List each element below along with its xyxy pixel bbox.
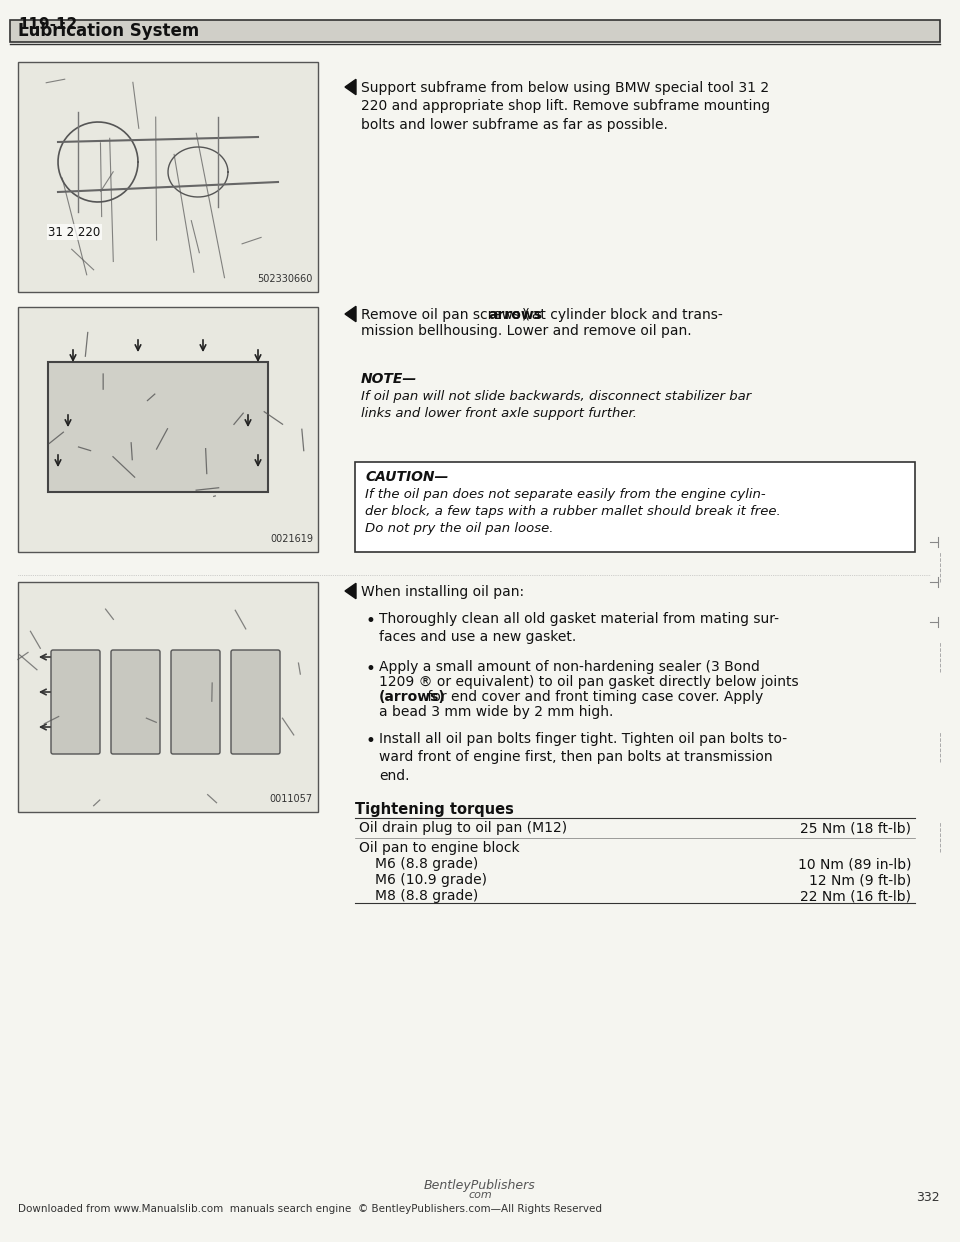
Text: M8 (8.8 grade): M8 (8.8 grade) (375, 889, 478, 903)
Text: •: • (365, 660, 374, 678)
Text: 22 Nm (16 ft-lb): 22 Nm (16 ft-lb) (800, 889, 911, 903)
Text: Lubrication System: Lubrication System (18, 22, 200, 40)
Text: When installing oil pan:: When installing oil pan: (361, 585, 524, 599)
Text: Remove oil pan screws (: Remove oil pan screws ( (361, 308, 530, 322)
FancyBboxPatch shape (355, 462, 915, 551)
Text: Oil pan to engine block: Oil pan to engine block (359, 841, 519, 854)
Text: Install all oil pan bolts finger tight. Tighten oil pan bolts to-
ward front of : Install all oil pan bolts finger tight. … (379, 732, 787, 782)
Text: © BentleyPublishers.com—All Rights Reserved: © BentleyPublishers.com—All Rights Reser… (358, 1203, 602, 1213)
Text: 332: 332 (917, 1191, 940, 1203)
Text: 1209 ® or equivalent) to oil pan gasket directly below joints: 1209 ® or equivalent) to oil pan gasket … (379, 674, 799, 689)
Text: 25 Nm (18 ft-lb): 25 Nm (18 ft-lb) (800, 821, 911, 835)
Text: If the oil pan does not separate easily from the engine cylin-
der block, a few : If the oil pan does not separate easily … (365, 488, 780, 535)
Text: 31 2 220: 31 2 220 (48, 226, 100, 238)
Text: Tightening torques: Tightening torques (355, 802, 514, 817)
FancyBboxPatch shape (10, 20, 940, 42)
FancyBboxPatch shape (231, 650, 280, 754)
Text: •: • (365, 732, 374, 750)
FancyBboxPatch shape (51, 650, 100, 754)
Text: Apply a small amount of non-hardening sealer (3 Bond: Apply a small amount of non-hardening se… (379, 660, 760, 674)
FancyBboxPatch shape (48, 361, 268, 492)
Text: for end cover and front timing case cover. Apply: for end cover and front timing case cove… (423, 691, 763, 704)
FancyBboxPatch shape (18, 62, 318, 292)
Text: ) at cylinder block and trans-: ) at cylinder block and trans- (522, 308, 723, 322)
Polygon shape (345, 584, 356, 599)
Text: 502330660: 502330660 (257, 274, 313, 284)
Text: BentleyPublishers: BentleyPublishers (424, 1179, 536, 1192)
Text: 119-12: 119-12 (18, 17, 77, 32)
Text: Downloaded from www.Manualslib.com  manuals search engine: Downloaded from www.Manualslib.com manua… (18, 1203, 351, 1213)
FancyBboxPatch shape (111, 650, 160, 754)
Text: com: com (468, 1190, 492, 1200)
Text: 10 Nm (89 in-lb): 10 Nm (89 in-lb) (798, 857, 911, 871)
Text: mission bellhousing. Lower and remove oil pan.: mission bellhousing. Lower and remove oi… (361, 324, 691, 338)
Text: NOTE—: NOTE— (361, 373, 418, 386)
Text: Oil drain plug to oil pan (M12): Oil drain plug to oil pan (M12) (359, 821, 567, 835)
Text: (arrows): (arrows) (379, 691, 445, 704)
Polygon shape (345, 307, 356, 322)
FancyBboxPatch shape (18, 307, 318, 551)
Text: If oil pan will not slide backwards, disconnect stabilizer bar
links and lower f: If oil pan will not slide backwards, dis… (361, 390, 752, 420)
FancyBboxPatch shape (18, 582, 318, 812)
Text: 12 Nm (9 ft-lb): 12 Nm (9 ft-lb) (808, 873, 911, 887)
Text: arrows: arrows (489, 308, 542, 322)
Text: M6 (8.8 grade): M6 (8.8 grade) (375, 857, 478, 871)
Text: CAUTION—: CAUTION— (365, 469, 448, 484)
Text: 0011057: 0011057 (270, 794, 313, 804)
Text: a bead 3 mm wide by 2 mm high.: a bead 3 mm wide by 2 mm high. (379, 705, 613, 719)
Text: •: • (365, 612, 374, 630)
Text: M6 (10.9 grade): M6 (10.9 grade) (375, 873, 487, 887)
Text: Thoroughly clean all old gasket material from mating sur-
faces and use a new ga: Thoroughly clean all old gasket material… (379, 612, 779, 645)
Text: 0021619: 0021619 (270, 534, 313, 544)
Text: Support subframe from below using BMW special tool 31 2
220 and appropriate shop: Support subframe from below using BMW sp… (361, 81, 770, 132)
Polygon shape (345, 79, 356, 94)
FancyBboxPatch shape (171, 650, 220, 754)
